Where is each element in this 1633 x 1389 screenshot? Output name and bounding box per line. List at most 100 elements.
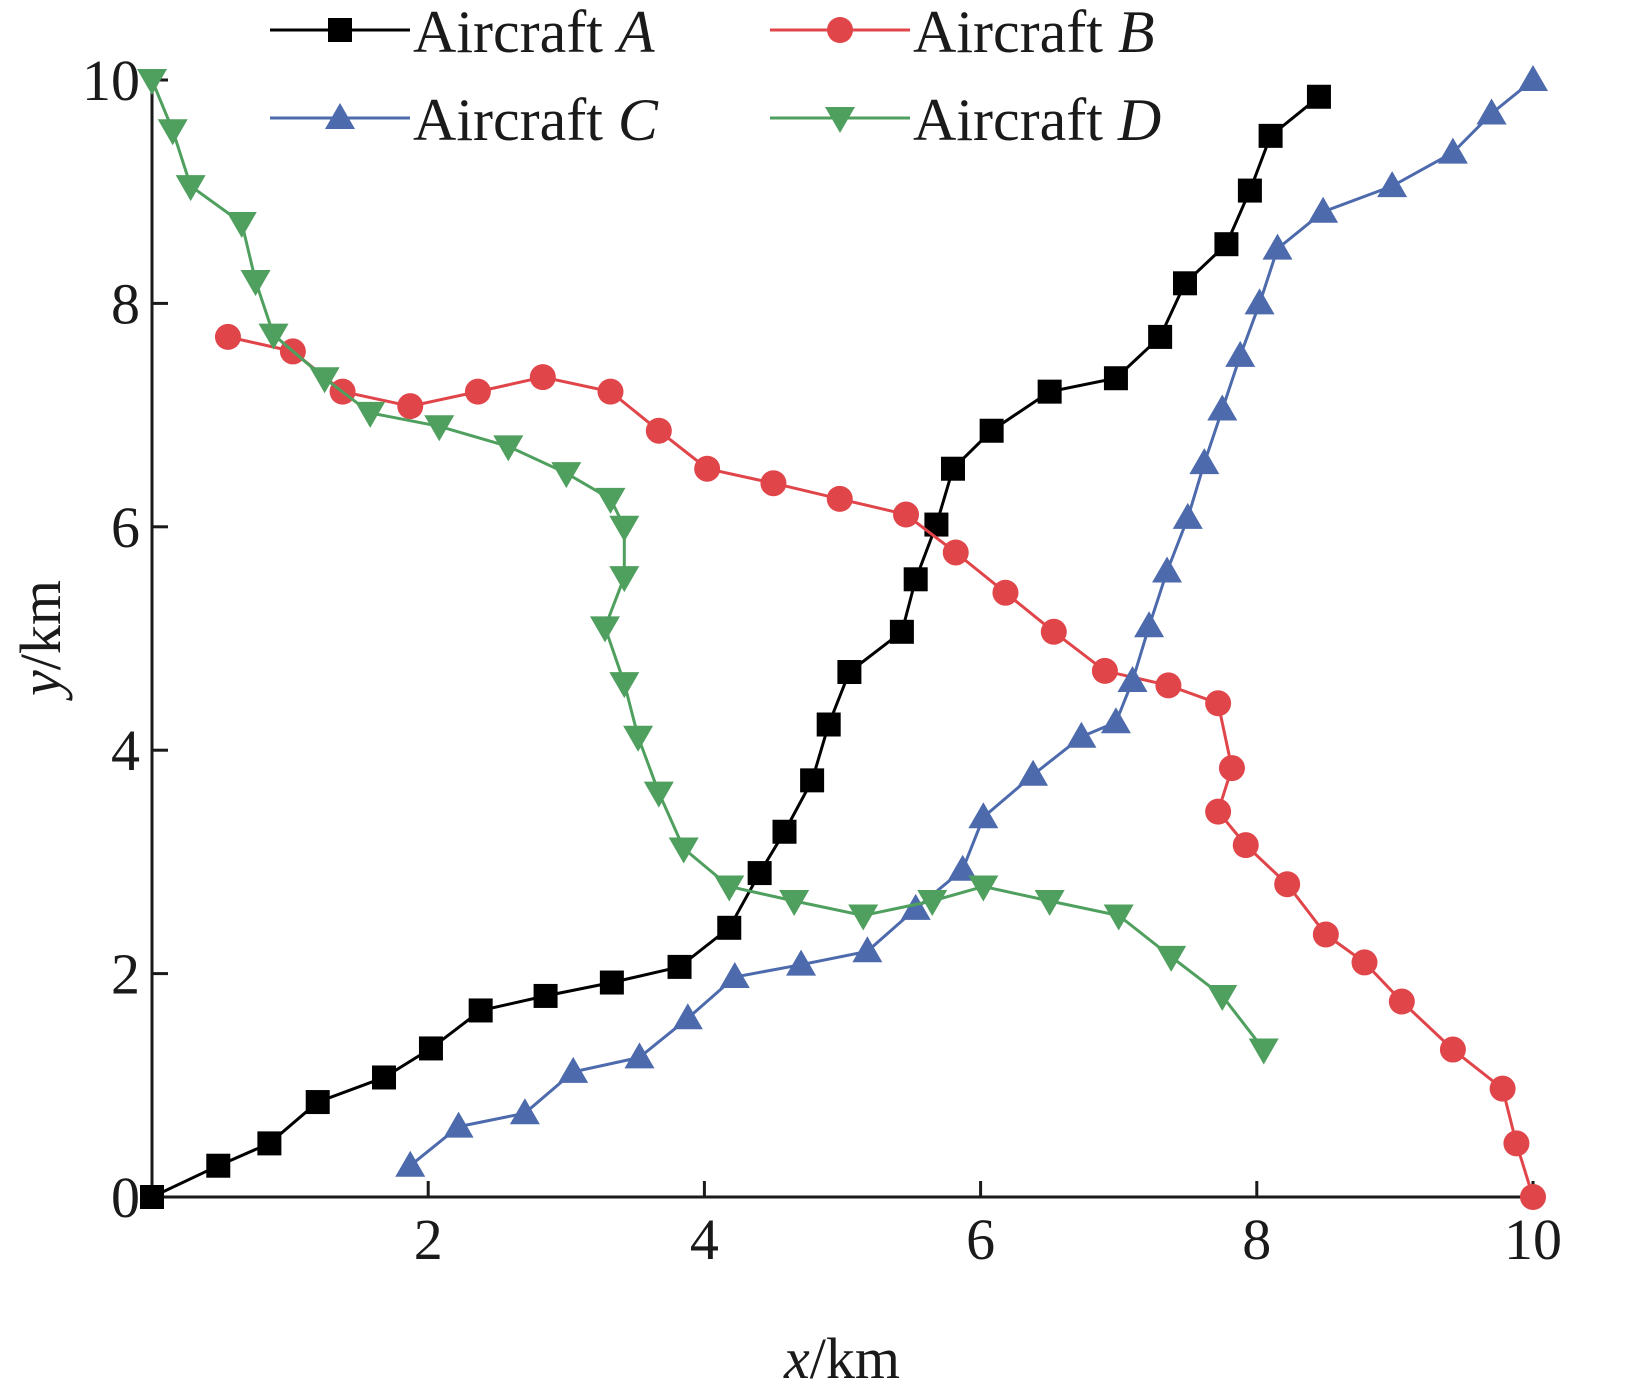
series-c-point xyxy=(1152,556,1183,583)
series-d-point xyxy=(779,889,810,916)
y-axis-var: y xyxy=(8,670,73,701)
legend-item-c-label: Aircraft C xyxy=(413,87,659,153)
series-b-line xyxy=(227,335,1535,1198)
series-a-point xyxy=(140,1185,164,1209)
series-c-point xyxy=(719,961,750,988)
series-d-point xyxy=(137,69,167,95)
series-c-point xyxy=(1189,448,1220,475)
series-b-point xyxy=(1489,1075,1516,1102)
series-c-point xyxy=(1518,65,1548,91)
series-a-point xyxy=(979,418,1004,443)
series-a-point xyxy=(418,1036,443,1061)
series-c-line xyxy=(409,78,1534,1167)
series-d-point xyxy=(668,837,699,864)
series-b-point xyxy=(1155,672,1182,699)
series-a-point xyxy=(1172,271,1197,296)
series-d-point xyxy=(1034,889,1065,916)
series-d-point xyxy=(240,270,271,297)
x-ticks: 2 4 6 8 10 xyxy=(414,1181,1562,1272)
series-b xyxy=(214,323,1546,1210)
series-d-point xyxy=(714,875,745,902)
x-tick-label: 2 xyxy=(414,1207,443,1272)
x-tick-label: 6 xyxy=(966,1207,995,1272)
series-b-point xyxy=(1312,921,1339,948)
series-a-point xyxy=(533,983,558,1008)
legend-item-a-prefix: Aircraft xyxy=(413,0,618,65)
series-b-point xyxy=(1205,798,1232,825)
series-b-point xyxy=(826,485,853,512)
series-d-line xyxy=(150,79,1265,1051)
series-d-point xyxy=(589,616,620,643)
series-d-point xyxy=(258,323,289,350)
legend-item-d-label: Aircraft D xyxy=(913,87,1161,153)
series-c-point xyxy=(1225,340,1256,367)
y-tick-label: 4 xyxy=(111,718,140,783)
legend-item-b: Aircraft B xyxy=(770,0,1155,65)
series-c-point xyxy=(1134,611,1165,638)
series-a-point xyxy=(599,970,624,995)
series-d-point xyxy=(1103,904,1134,931)
series-a-point xyxy=(837,660,862,685)
series-b-point xyxy=(1218,755,1245,782)
series-a-point xyxy=(717,915,742,940)
legend-item-d-marker xyxy=(825,107,855,133)
legend-item-c-marker xyxy=(325,103,355,129)
series-c-point xyxy=(395,1150,426,1177)
y-tick-label: 6 xyxy=(111,495,140,560)
series-c-point xyxy=(624,1042,655,1069)
series-a-point xyxy=(800,768,825,793)
series-d-point xyxy=(609,672,640,699)
series-b-point xyxy=(1520,1184,1546,1210)
series-d-point xyxy=(1207,984,1238,1011)
series-c-point xyxy=(558,1056,589,1083)
series-c-point xyxy=(1100,707,1131,734)
series-a-point xyxy=(1103,366,1128,391)
series-c-point xyxy=(1244,288,1275,315)
series-b-point xyxy=(992,579,1019,606)
series-d-point xyxy=(157,119,188,146)
series-b-point xyxy=(760,470,787,497)
legend-item-b-label: Aircraft B xyxy=(913,0,1155,65)
legend-item-c: Aircraft C xyxy=(270,87,659,153)
legend-item-d-letter: D xyxy=(1117,87,1161,153)
series-a-point xyxy=(1037,379,1062,404)
x-axis-title: x/km xyxy=(783,1326,900,1389)
series-a-point xyxy=(1258,123,1283,148)
series-c-point xyxy=(672,1003,703,1030)
series-d-point xyxy=(355,401,386,428)
series-c-point xyxy=(968,802,999,829)
y-tick-label: 0 xyxy=(111,1165,140,1230)
series-c-point xyxy=(947,854,978,881)
series-c-point xyxy=(786,949,817,976)
legend-item-a-marker xyxy=(328,18,352,42)
series-b-point xyxy=(1232,832,1259,859)
series-d-point xyxy=(643,781,674,808)
series-b-point xyxy=(1388,988,1415,1015)
series-a-point xyxy=(1214,232,1239,257)
series-c-point xyxy=(1308,196,1339,223)
series-a-point xyxy=(903,567,928,592)
series-c xyxy=(395,65,1548,1177)
series-c-point xyxy=(852,936,883,963)
x-axis-unit: /km xyxy=(810,1326,900,1389)
series-a-point xyxy=(940,456,965,481)
series-a-point xyxy=(468,998,493,1023)
series-d-point xyxy=(1156,945,1187,972)
legend: Aircraft A Aircraft B Aircraft C Aircraft D xyxy=(270,0,1161,153)
legend-item-a: Aircraft A xyxy=(270,0,655,65)
legend-item-b-prefix: Aircraft xyxy=(913,0,1118,65)
x-tick-label: 8 xyxy=(1242,1207,1271,1272)
x-tick-label: 10 xyxy=(1504,1207,1562,1272)
legend-item-a-label: Aircraft A xyxy=(413,0,655,65)
plot-series xyxy=(137,65,1548,1210)
series-a-point xyxy=(1306,84,1331,109)
series-c-point xyxy=(509,1098,540,1125)
series-a-point xyxy=(372,1065,397,1090)
series-b-point xyxy=(1205,690,1232,717)
series-c-point xyxy=(900,893,931,920)
series-d-point xyxy=(609,566,640,593)
series-d-point xyxy=(968,875,999,902)
series-d-point xyxy=(1248,1038,1279,1065)
series-b-point xyxy=(942,539,969,566)
